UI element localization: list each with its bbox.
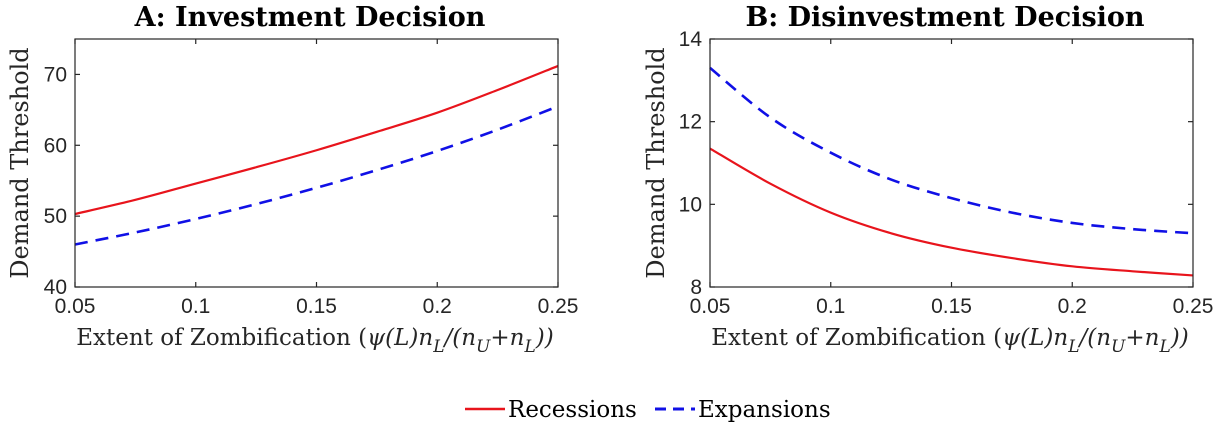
y-tick-label: 8 [690, 276, 702, 299]
series-line-recessions [709, 147, 1194, 277]
y-axis-label: Demand Threshold [642, 47, 670, 278]
x-tick-label: 0.1 [816, 295, 845, 318]
series-line-recessions [74, 64, 559, 216]
x-axis-label: Extent of Zombification (ψ(L)nL/(nU+nL)) [76, 325, 553, 357]
series-line-expansions [709, 66, 1194, 235]
legend-label-expansions: Expansions [698, 397, 831, 423]
x-tick-label: 0.05 [690, 295, 731, 318]
panel-b-disinvestment: B: Disinvestment Decision 0.05 0.1 0.15 0.2… [642, 2, 1213, 357]
x-tick-label: 0.2 [1058, 295, 1087, 318]
chart-title: B: Disinvestment Decision [745, 2, 1144, 33]
x-tick-label: 0.05 [55, 295, 96, 318]
x-tick-label: 0.15 [931, 295, 972, 318]
y-tick-label: 50 [44, 205, 67, 228]
x-axis-label: Extent of Zombification (ψ(L)nL/(nU+nL)) [711, 325, 1188, 357]
x-tick-label: 0.25 [538, 295, 579, 318]
series-line-expansions [74, 105, 559, 246]
y-tick-label: 70 [44, 63, 67, 86]
legend: Recessions Expansions [465, 397, 831, 423]
chart-title: A: Investment Decision [134, 2, 486, 33]
panel-a-investment: A: Investment Decision 0.05 0.1 0.15 0.2 0.2… [6, 2, 578, 357]
plot-area-frame [74, 38, 559, 288]
y-axis-label: Demand Threshold [6, 47, 34, 278]
x-tick-label: 0.25 [1173, 295, 1214, 318]
x-tick-label: 0.1 [181, 295, 210, 318]
y-tick-label: 60 [44, 134, 67, 157]
x-tick-label: 0.15 [296, 295, 337, 318]
y-tick-label: 10 [679, 193, 702, 216]
y-tick-label: 12 [679, 111, 702, 134]
x-axis-label-text: Extent of Zombification ( [76, 325, 367, 351]
y-tick-label: 14 [679, 28, 703, 51]
y-tick-label: 40 [44, 276, 67, 299]
x-tick-label: 0.2 [423, 295, 452, 318]
plot-area-frame [709, 38, 1194, 288]
legend-label-recessions: Recessions [508, 397, 637, 423]
